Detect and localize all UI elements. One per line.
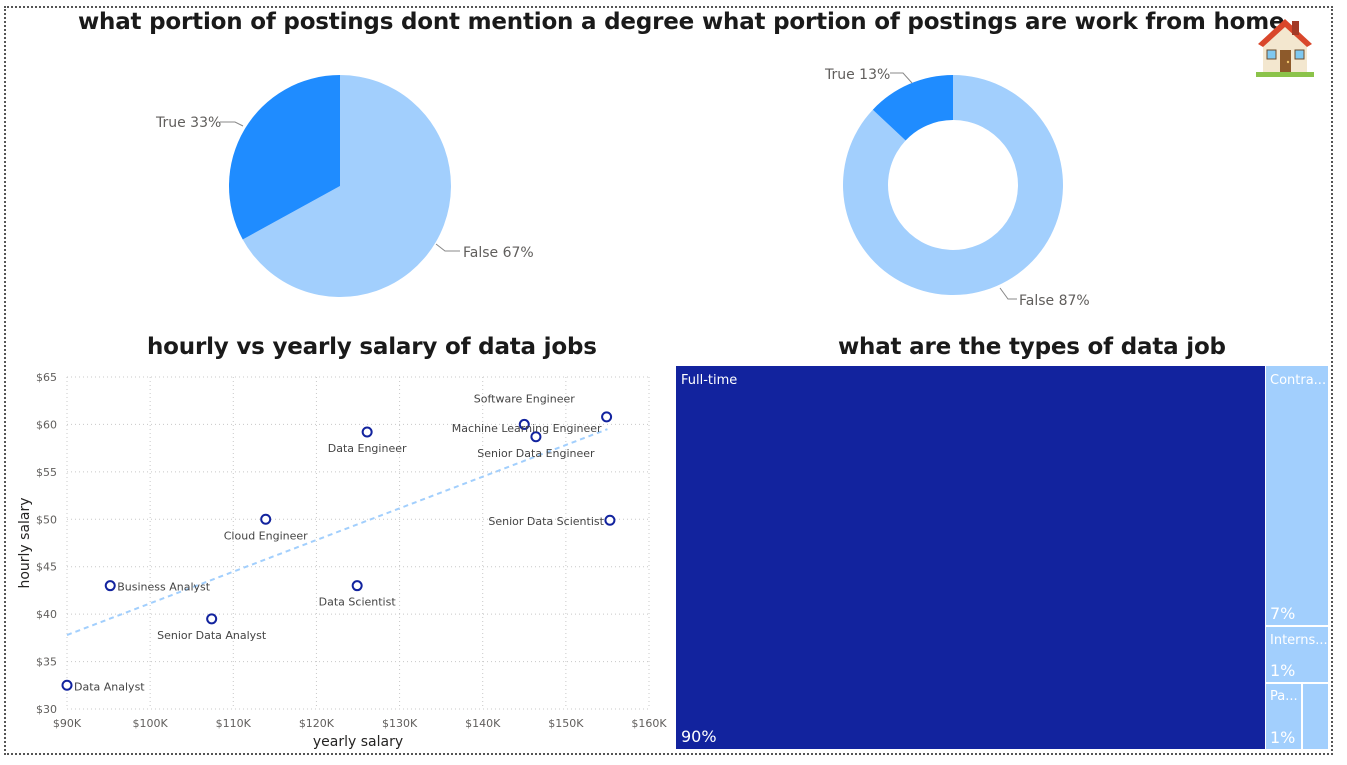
salary-scatter-chart: $90K $100K $110K $120K $130K $140K $150K $160K $…	[17, 371, 667, 750]
y-axis-label: hourly salary	[17, 497, 33, 588]
scatter-point[interactable]	[518, 418, 530, 430]
donut-label-false: False 87%	[1019, 293, 1090, 309]
scatter-point[interactable]	[361, 426, 373, 438]
treemap-value-part-time: 1%	[1270, 728, 1296, 747]
scatter-point-label: Data Analyst	[74, 680, 145, 693]
y-tick-label: $30	[36, 703, 57, 716]
pie-slice-true[interactable]	[228, 75, 340, 240]
trend-line	[66, 428, 608, 636]
scatter-point-label: Senior Data Engineer	[477, 447, 595, 460]
pie-leader-false	[435, 243, 460, 252]
treemap-value-internship: 1%	[1270, 661, 1296, 680]
x-tick-label: $90K	[53, 717, 82, 730]
scatter-point[interactable]	[104, 580, 116, 592]
donut-leader-false	[999, 287, 1017, 300]
treemap-label-part-time: Pa...	[1270, 689, 1298, 704]
pie-slice-false[interactable]	[242, 75, 451, 297]
x-tick-label: $130K	[382, 717, 418, 730]
scatter-point[interactable]	[601, 411, 613, 423]
treemap-tile-full-time[interactable]: Full-time 90%	[676, 366, 1265, 749]
treemap-value-full-time: 90%	[681, 727, 717, 746]
salary-chart-title: hourly vs yearly salary of data jobs	[147, 334, 597, 360]
treemap-label-internship: Interns...	[1270, 633, 1328, 648]
treemap-label-contract: Contra...	[1270, 373, 1327, 388]
scatter-point[interactable]	[206, 613, 218, 625]
donut-slice-false[interactable]	[843, 75, 1063, 295]
scatter-point-label: Machine Learning Engineer	[452, 422, 602, 435]
x-axis-label: yearly salary	[313, 734, 403, 750]
donut-leader-true	[890, 72, 913, 84]
scatter-point[interactable]	[530, 431, 542, 443]
pie-leader-true	[220, 121, 244, 127]
treemap-tile-other[interactable]	[1303, 684, 1328, 749]
y-tick-label: $60	[36, 418, 57, 431]
y-tick-label: $55	[36, 466, 57, 479]
scatter-point-label: Data Scientist	[319, 596, 397, 609]
x-tick-label: $120K	[299, 717, 335, 730]
x-tick-label: $140K	[465, 717, 501, 730]
pie-label-false: False 67%	[463, 245, 534, 261]
scatter-point-label: Senior Data Analyst	[157, 629, 267, 642]
wfh-donut-chart: True 13% False 87%	[824, 67, 1090, 309]
treemap-tile-internship[interactable]: Interns... 1%	[1266, 627, 1328, 682]
scatter-point-label: Data Engineer	[328, 442, 407, 455]
scatter-point[interactable]	[260, 513, 272, 525]
scatter-point-label: Cloud Engineer	[224, 529, 308, 542]
degree-chart-title: what portion of postings dont mention a …	[78, 9, 695, 35]
donut-slice-true[interactable]	[872, 75, 953, 141]
y-tick-label: $40	[36, 608, 57, 621]
y-tick-label: $45	[36, 561, 57, 574]
treemap-value-contract: 7%	[1270, 604, 1296, 623]
x-tick-label: $160K	[631, 717, 667, 730]
scatter-point-label: Senior Data Scientist	[488, 515, 604, 528]
scatter-point[interactable]	[61, 679, 73, 691]
scatter-point[interactable]	[604, 514, 616, 526]
x-tick-label: $150K	[548, 717, 584, 730]
report-canvas	[4, 6, 1333, 755]
y-tick-label: $35	[36, 656, 57, 669]
wfh-chart-title: what portion of postings are work from h…	[702, 9, 1285, 35]
treemap-label-full-time: Full-time	[681, 373, 738, 388]
scatter-point[interactable]	[351, 580, 363, 592]
job-type-treemap: Full-time 90% Contra... 7% Interns... 1%…	[676, 366, 1328, 749]
y-tick-label: $65	[36, 371, 57, 384]
treemap-tile-contract[interactable]: Contra... 7%	[1266, 366, 1328, 625]
degree-pie-chart: True 33% False 67%	[155, 75, 534, 297]
pie-label-true: True 33%	[155, 115, 221, 131]
treemap-tile-part-time[interactable]: Pa... 1%	[1266, 684, 1301, 749]
donut-label-true: True 13%	[824, 67, 890, 83]
x-tick-label: $110K	[216, 717, 252, 730]
scatter-point-label: Software Engineer	[474, 392, 575, 405]
house-icon	[1256, 19, 1314, 77]
scatter-point-label: Business Analyst	[117, 581, 211, 594]
x-tick-label: $100K	[133, 717, 169, 730]
y-tick-label: $50	[36, 513, 57, 526]
job-type-chart-title: what are the types of data job	[838, 334, 1226, 360]
